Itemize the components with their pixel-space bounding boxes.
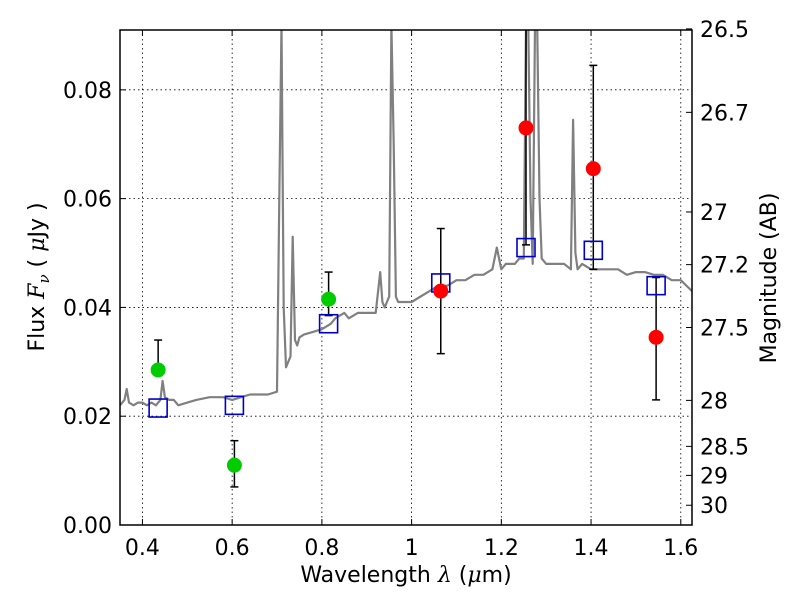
plot-background bbox=[120, 30, 692, 525]
x-tick-label: 1.6 bbox=[663, 536, 698, 561]
green-data-point bbox=[321, 291, 337, 307]
x-axis-ticks: 0.4 0.6 0.8 1 1.2 1.4 1.6 bbox=[125, 30, 698, 561]
y-axis-label: Flux Fν ( μJy ) bbox=[25, 202, 53, 351]
model-square bbox=[148, 398, 168, 418]
x-tick-label: 0.8 bbox=[304, 536, 339, 561]
red-data-point bbox=[585, 161, 601, 177]
x-tick-label: 0.4 bbox=[125, 536, 160, 561]
x-tick-label: 1.2 bbox=[484, 536, 519, 561]
x-axis-label: Wavelength λ (μm) bbox=[300, 563, 511, 588]
model-square bbox=[318, 313, 339, 334]
plot-frame bbox=[119, 29, 693, 526]
y-tick-label: 0.04 bbox=[63, 296, 112, 321]
red-data-point bbox=[518, 120, 534, 136]
magnitude-axis-ticks: 26.5 26.7 27 27.2 27.5 28 28.5 29 30 bbox=[686, 18, 749, 519]
magnitude-tick-label: 27 bbox=[700, 201, 728, 226]
x-tick-label: 1.4 bbox=[574, 536, 609, 561]
green-data-point bbox=[226, 457, 242, 473]
y-tick-label: 0.06 bbox=[63, 188, 112, 213]
marker-layer bbox=[148, 120, 666, 473]
magnitude-tick-label: 28.5 bbox=[700, 435, 749, 460]
green-data-point bbox=[150, 362, 166, 378]
model-square bbox=[583, 240, 604, 261]
magnitude-tick-label: 26.7 bbox=[700, 101, 749, 126]
x-tick-label: 1 bbox=[405, 536, 419, 561]
magnitude-tick-label: 28 bbox=[700, 389, 728, 414]
magnitude-tick-label: 29 bbox=[700, 464, 728, 489]
magnitude-tick-label: 26.5 bbox=[700, 18, 749, 43]
model-square bbox=[516, 237, 536, 258]
magnitude-tick-label: 27.5 bbox=[700, 316, 749, 341]
y-tick-label: 0.08 bbox=[63, 79, 112, 104]
spectrum-layer bbox=[120, 30, 692, 407]
model-square bbox=[646, 275, 666, 296]
red-data-point bbox=[433, 283, 449, 299]
spectrum-line bbox=[120, 30, 692, 407]
x-tick-label: 0.6 bbox=[215, 536, 250, 561]
red-data-point bbox=[648, 329, 664, 345]
magnitude-axis-label: Magnitude (AB) bbox=[757, 193, 782, 364]
magnitude-tick-label: 27.2 bbox=[700, 254, 749, 279]
y-tick-label: 0.02 bbox=[63, 405, 112, 430]
grid bbox=[120, 30, 692, 526]
y-axis-ticks: 0.00 0.02 0.04 0.06 0.08 bbox=[63, 79, 126, 539]
model-square bbox=[224, 395, 245, 416]
y-tick-label: 0.00 bbox=[63, 514, 112, 539]
magnitude-tick-label: 30 bbox=[700, 494, 728, 519]
